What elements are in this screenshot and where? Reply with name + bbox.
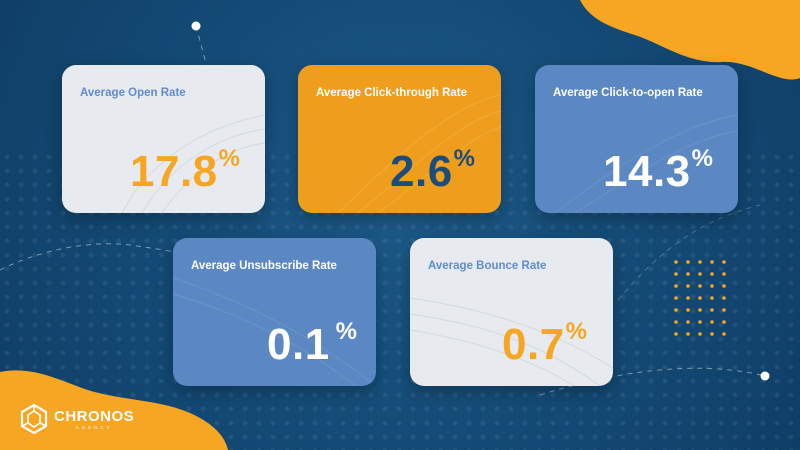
stat-card-open-rate: Average Open Rate 17.8%: [62, 65, 265, 213]
stat-number: 14.3: [603, 147, 691, 196]
percent-sign: %: [218, 145, 240, 172]
card-line-texture: [410, 297, 613, 386]
stat-value: 0.7%: [502, 318, 588, 370]
stat-title: Average Click-to-open Rate: [553, 87, 703, 99]
brand-text: CHRONOS AGENCY: [54, 409, 134, 430]
card-line-texture: [337, 94, 501, 213]
percent-sign: %: [691, 145, 713, 172]
stat-number: 0.7: [502, 320, 565, 369]
card-line-texture: [173, 277, 376, 386]
percent-sign: %: [565, 318, 588, 345]
stat-value: 17.8%: [130, 145, 240, 197]
orange-blob-top-right: [580, 0, 800, 80]
stat-card-click-to-open-rate: Average Click-to-open Rate 14.3%: [535, 65, 738, 213]
card-line-texture: [554, 114, 738, 213]
hexagon-logo-icon: [20, 404, 48, 434]
stat-value: 0.1%: [267, 318, 358, 370]
stat-value: 2.6%: [390, 145, 476, 197]
percent-sign: %: [453, 145, 476, 172]
orange-dot-grid: [674, 260, 726, 336]
brand-subtitle: AGENCY: [75, 424, 113, 430]
stat-number: 2.6: [390, 147, 453, 196]
stat-number: 17.8: [130, 147, 218, 196]
stat-title: Average Click-through Rate: [316, 87, 468, 99]
node-dot-top: [191, 21, 201, 31]
stat-title: Average Open Rate: [80, 87, 186, 99]
brand-logo: CHRONOS AGENCY: [20, 404, 134, 434]
stat-card-click-through-rate: Average Click-through Rate 2.6%: [298, 65, 501, 213]
brand-name: CHRONOS: [54, 407, 135, 425]
stat-card-bounce-rate: Average Bounce Rate 0.7%: [410, 238, 613, 386]
stat-title: Average Unsubscribe Rate: [191, 260, 337, 272]
stat-title: Average Bounce Rate: [428, 260, 547, 272]
dashed-curve-right: [617, 204, 761, 301]
percent-sign: %: [335, 318, 358, 345]
stat-value: 14.3%: [603, 145, 713, 197]
orange-blob-bottom-left: [0, 370, 228, 450]
dashed-curve-bottom: [539, 367, 766, 396]
card-line-texture: [121, 114, 265, 213]
dashed-curve-left: [0, 243, 176, 271]
stat-number: 0.1: [267, 320, 330, 369]
node-dot-bottom-right: [760, 371, 770, 381]
stat-card-unsubscribe-rate: Average Unsubscribe Rate 0.1%: [173, 238, 376, 386]
